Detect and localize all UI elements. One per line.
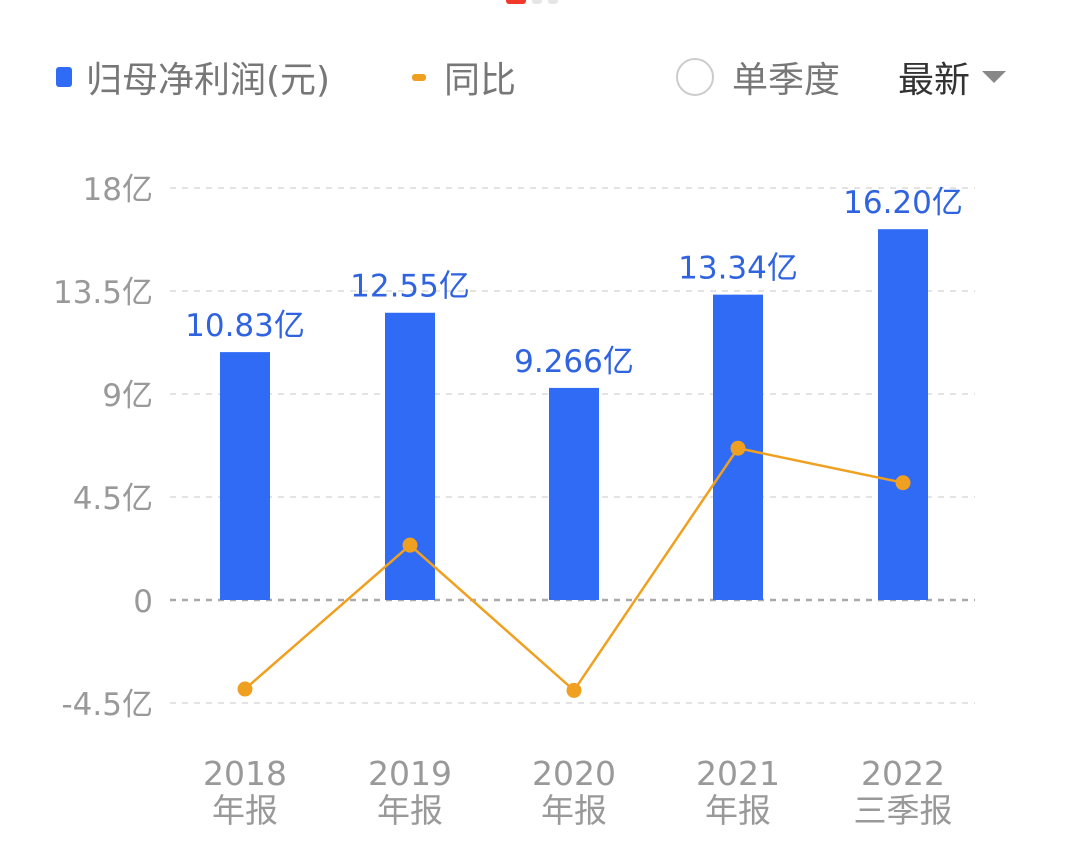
yoy-point xyxy=(566,682,582,698)
legend-item-yoy[interactable]: 同比 xyxy=(412,52,516,102)
bar-value-label: 12.55亿 xyxy=(350,269,470,305)
sort-dropdown[interactable]: 最新 xyxy=(898,52,1007,102)
bar-value-label: 13.34亿 xyxy=(678,251,798,287)
yoy-point xyxy=(895,475,911,491)
page-dot-active[interactable] xyxy=(506,0,526,4)
bar xyxy=(220,352,270,600)
y-tick-label: -4.5亿 xyxy=(62,687,154,723)
y-tick-label: 13.5亿 xyxy=(53,275,153,311)
single-quarter-toggle[interactable]: 单季度 xyxy=(676,52,840,102)
x-tick-label: 年报 xyxy=(377,791,443,830)
radio-icon[interactable] xyxy=(676,58,714,96)
bar-value-label: 16.20亿 xyxy=(843,185,963,221)
x-tick-label: 年报 xyxy=(541,791,607,830)
x-tick-label: 年报 xyxy=(212,791,278,830)
page-indicator[interactable] xyxy=(506,0,558,4)
yoy-point xyxy=(237,681,253,697)
page-dot[interactable] xyxy=(548,0,558,4)
bar-value-label: 9.266亿 xyxy=(514,344,634,380)
page-dot[interactable] xyxy=(532,0,542,4)
line-swatch-icon xyxy=(412,73,426,81)
bar xyxy=(549,387,599,600)
yoy-point xyxy=(402,537,418,553)
x-tick-label: 2018 xyxy=(203,754,287,793)
x-tick-label: 2020 xyxy=(532,754,616,793)
y-tick-label: 18亿 xyxy=(83,172,153,208)
legend-label: 同比 xyxy=(444,60,517,101)
single-quarter-label: 单季度 xyxy=(732,60,841,101)
bar-swatch-icon xyxy=(56,67,72,87)
y-tick-label: 4.5亿 xyxy=(73,481,153,517)
x-tick-label: 2022 xyxy=(861,754,945,793)
x-tick-label: 2021 xyxy=(696,754,780,793)
legend-item-profit[interactable]: 归母净利润(元) xyxy=(56,52,330,102)
y-tick-label: 0 xyxy=(133,584,153,620)
x-tick-label: 三季报 xyxy=(854,791,953,830)
x-tick-label: 年报 xyxy=(705,791,771,830)
bar-value-label: 10.83亿 xyxy=(185,308,305,344)
x-tick-label: 2019 xyxy=(368,754,452,793)
sort-label: 最新 xyxy=(898,60,971,101)
yoy-point xyxy=(730,440,746,456)
chevron-down-icon xyxy=(982,71,1007,83)
bar xyxy=(878,229,928,600)
legend-label: 归母净利润(元) xyxy=(86,60,331,101)
bar xyxy=(385,312,435,600)
legend: 归母净利润(元) 同比 单季度 最新 xyxy=(0,52,1080,102)
y-tick-label: 9亿 xyxy=(102,378,153,414)
